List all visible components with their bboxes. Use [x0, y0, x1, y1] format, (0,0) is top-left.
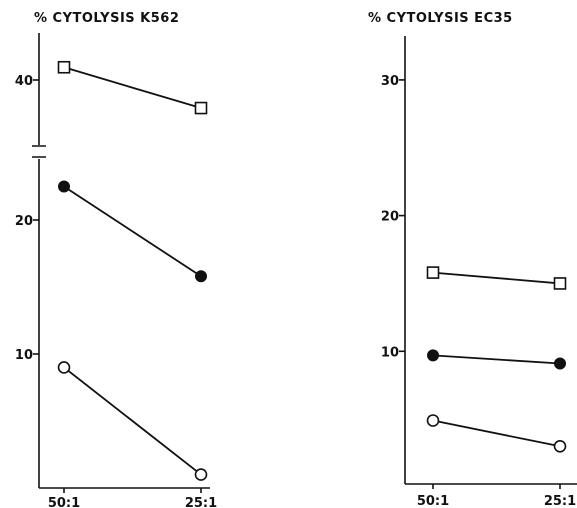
- data-point-open-square: [553, 277, 567, 290]
- data-point-open-circle: [426, 414, 440, 427]
- chart-title: % CYTOLYSIS K562: [34, 11, 179, 26]
- chart-panel-ec35: % CYTOLYSIS EC35 10 20 30 50:1 25:1: [368, 11, 577, 508]
- data-point-open-circle: [57, 361, 71, 374]
- series-line: [63, 185, 202, 278]
- y-tick-label: 20: [381, 210, 399, 225]
- axis-break-mark: [32, 145, 46, 158]
- data-point-filled-circle: [195, 270, 207, 283]
- x-tick-label: 25:1: [544, 494, 576, 508]
- series-line: [432, 354, 561, 365]
- data-point-open-square: [194, 101, 208, 115]
- chart-panel-k562: % CYTOLYSIS K562 10 20 40 50:1 25:1: [15, 11, 217, 508]
- x-tick-label: 50:1: [417, 494, 449, 508]
- series-line: [63, 366, 202, 476]
- x-tick-label: 50:1: [48, 496, 80, 508]
- data-point-open-circle: [194, 468, 208, 481]
- series-line: [432, 419, 561, 448]
- series-line: [63, 66, 202, 109]
- y-tick-label: 10: [15, 348, 33, 363]
- y-tick-label: 30: [381, 74, 399, 89]
- data-point-filled-circle: [427, 349, 439, 362]
- data-point-filled-circle: [554, 357, 566, 370]
- chart-title: % CYTOLYSIS EC35: [368, 11, 513, 26]
- y-tick-label: 40: [15, 74, 33, 89]
- data-point-open-circle: [553, 439, 567, 453]
- data-point-open-square: [426, 266, 440, 279]
- data-point-open-square: [57, 60, 71, 74]
- y-tick-label: 20: [15, 214, 33, 229]
- y-tick-label: 10: [381, 345, 399, 360]
- x-tick-label: 25:1: [185, 496, 217, 508]
- series-line: [432, 271, 561, 285]
- data-point-filled-circle: [58, 180, 70, 193]
